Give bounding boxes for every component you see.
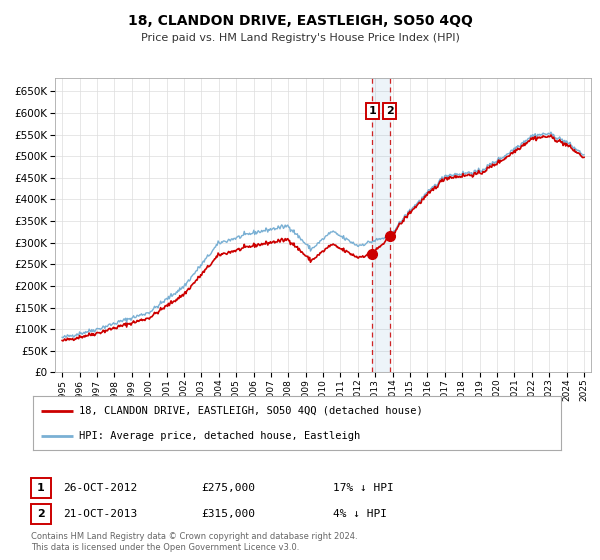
Bar	[372, 78, 389, 372]
Text: 1: 1	[37, 483, 44, 493]
Text: 18, CLANDON DRIVE, EASTLEIGH, SO50 4QQ: 18, CLANDON DRIVE, EASTLEIGH, SO50 4QQ	[128, 14, 472, 28]
Text: £315,000: £315,000	[201, 509, 255, 519]
Text: 17% ↓ HPI: 17% ↓ HPI	[333, 483, 394, 493]
Text: Contains HM Land Registry data © Crown copyright and database right 2024.
This d: Contains HM Land Registry data © Crown c…	[31, 533, 358, 552]
Text: 4% ↓ HPI: 4% ↓ HPI	[333, 509, 387, 519]
Text: 2: 2	[37, 509, 44, 519]
Text: HPI: Average price, detached house, Eastleigh: HPI: Average price, detached house, East…	[79, 431, 361, 441]
Text: 1: 1	[368, 106, 376, 116]
Text: Price paid vs. HM Land Registry's House Price Index (HPI): Price paid vs. HM Land Registry's House …	[140, 32, 460, 43]
Text: £275,000: £275,000	[201, 483, 255, 493]
Text: 26-OCT-2012: 26-OCT-2012	[63, 483, 137, 493]
Text: 18, CLANDON DRIVE, EASTLEIGH, SO50 4QQ (detached house): 18, CLANDON DRIVE, EASTLEIGH, SO50 4QQ (…	[79, 405, 423, 416]
Text: 2: 2	[386, 106, 394, 116]
Text: 21-OCT-2013: 21-OCT-2013	[63, 509, 137, 519]
